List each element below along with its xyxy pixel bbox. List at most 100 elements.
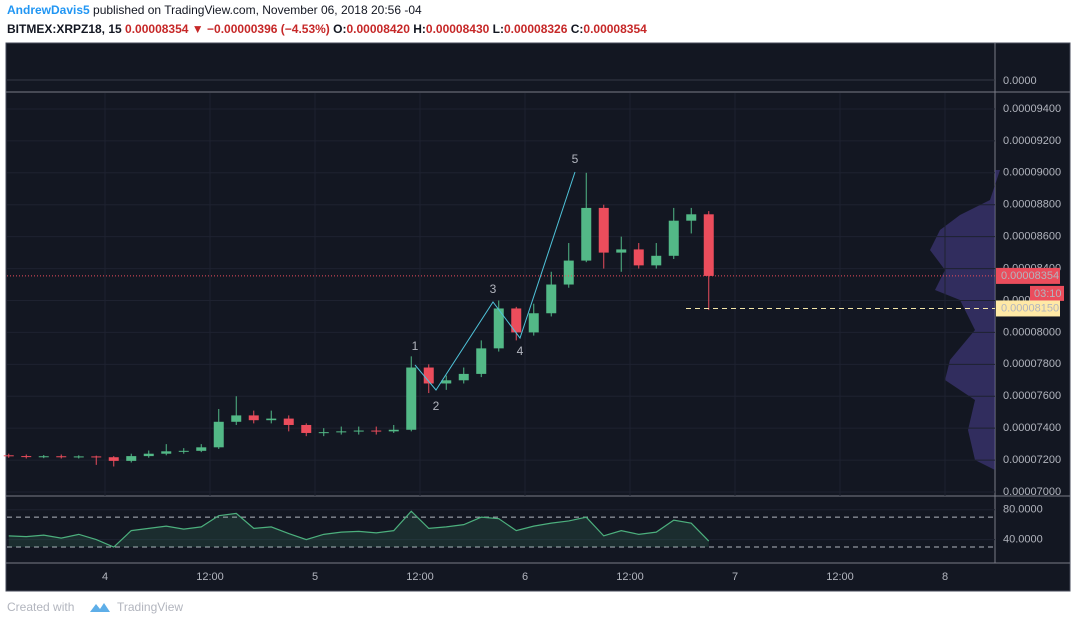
- header-line-1: AndrewDavis5 published on TradingView.co…: [7, 3, 422, 17]
- y-tick-label: 0.00007000: [1003, 486, 1061, 498]
- footer-brand[interactable]: TradingView: [117, 600, 183, 614]
- wave-label: 1: [412, 339, 419, 353]
- x-tick-label: 12:00: [616, 571, 644, 583]
- volume-profile: [930, 170, 1000, 470]
- wave-label: 4: [517, 344, 524, 358]
- candle-body: [108, 457, 119, 461]
- o: 0.00008420: [346, 22, 410, 36]
- marker-box: [996, 300, 1060, 317]
- wave-line: [414, 171, 576, 391]
- candle-body: [668, 220, 679, 256]
- c-label: C:: [571, 22, 584, 36]
- x-tick-label: 12:00: [826, 571, 854, 583]
- candle-body: [651, 255, 662, 266]
- h: 0.00008430: [426, 22, 490, 36]
- wave-label: 2: [433, 399, 440, 413]
- candle-body: [336, 431, 347, 433]
- x-tick-label: 12:00: [406, 571, 434, 583]
- y-tick-label: 0.00009200: [1003, 135, 1061, 147]
- last-price-box: [996, 267, 1060, 284]
- arrow: ▼: [192, 22, 204, 36]
- wave-label: 5: [572, 152, 579, 166]
- rsi-area: [8, 511, 709, 548]
- candle-body: [493, 308, 504, 349]
- candle-body: [161, 451, 172, 454]
- y-tick-label: 0.00008800: [1003, 199, 1061, 211]
- last: 0.00008354: [125, 22, 189, 36]
- x-tick-label: 6: [522, 571, 528, 583]
- x-tick-label: 5: [312, 571, 318, 583]
- candle-body: [21, 456, 32, 458]
- x-tick-label: 4: [102, 571, 108, 583]
- candle-body: [91, 456, 102, 458]
- published: published on TradingView.com, November 0…: [90, 3, 422, 17]
- candle-body: [143, 453, 154, 457]
- candle-body: [476, 348, 487, 374]
- candle-body: [388, 429, 399, 432]
- candle-body: [231, 415, 242, 422]
- y-tick-label: 0.00009000: [1003, 167, 1061, 179]
- y-tick-label: 0.00007800: [1003, 358, 1061, 370]
- candle-body: [126, 456, 137, 461]
- y-tick-label: 0.00009400: [1003, 103, 1061, 115]
- candle-body: [406, 367, 417, 430]
- change: −0.00000396 (−4.53%): [207, 22, 330, 36]
- y-tick-label: 0.00007200: [1003, 454, 1061, 466]
- x-tick-label: 12:00: [196, 571, 224, 583]
- candle-body: [633, 249, 644, 266]
- candle-body: [283, 418, 294, 425]
- candle-body: [563, 260, 574, 285]
- y-tick-label: 0.00008600: [1003, 231, 1061, 243]
- macd-tick-label: 0.0000: [1003, 75, 1037, 87]
- l: 0.00008326: [504, 22, 568, 36]
- footer-created: Created with: [7, 600, 74, 614]
- candle-body: [196, 447, 207, 451]
- countdown-box: [1030, 285, 1064, 301]
- candle-body: [528, 313, 539, 333]
- h-label: H:: [413, 22, 426, 36]
- author: AndrewDavis5: [7, 3, 90, 17]
- countdown-label: 03:10: [1034, 288, 1062, 300]
- rsi-line: [8, 510, 710, 548]
- symbol: BITMEX:XRPZ18, 15: [7, 22, 122, 36]
- rsi-tick-label: 80.0000: [1003, 504, 1043, 516]
- y-tick-label: 0.00007600: [1003, 390, 1061, 402]
- o-label: O:: [333, 22, 346, 36]
- candle-body: [598, 207, 609, 253]
- candle-body: [38, 456, 49, 458]
- candle-body: [3, 455, 14, 457]
- candle-body: [546, 284, 557, 314]
- x-tick-label: 7: [732, 571, 738, 583]
- last-price-label: 0.00008354: [1001, 270, 1059, 282]
- wave-label: 3: [490, 282, 497, 296]
- candle-body: [703, 214, 714, 276]
- candle-body: [266, 418, 277, 421]
- candle-body: [178, 450, 189, 452]
- candle-body: [73, 456, 84, 458]
- candle-body: [441, 380, 452, 384]
- candle-body: [248, 415, 259, 421]
- tradingview-logo: [90, 603, 110, 612]
- header-line-2: BITMEX:XRPZ18, 15 0.00008354 ▼ −0.000003…: [7, 22, 647, 36]
- y-tick-label: 0.00007400: [1003, 422, 1061, 434]
- candle-body: [353, 430, 364, 432]
- candle-body: [213, 421, 224, 448]
- y-tick-label: 0.00008000: [1003, 326, 1061, 338]
- c: 0.00008354: [583, 22, 647, 36]
- candle-body: [318, 432, 329, 434]
- candle-body: [616, 249, 627, 253]
- candle-body: [371, 430, 382, 432]
- candle-body: [581, 207, 592, 261]
- rsi-tick-label: 40.0000: [1003, 533, 1043, 545]
- marker-label: 0.00008150: [1001, 302, 1059, 314]
- candle-body: [56, 456, 67, 458]
- l-label: L:: [493, 22, 504, 36]
- candle-body: [511, 308, 522, 333]
- candle-body: [458, 373, 469, 381]
- x-tick-label: 8: [942, 571, 948, 583]
- candle-body: [301, 424, 312, 433]
- candle-body: [423, 367, 434, 384]
- candle-body: [686, 214, 697, 221]
